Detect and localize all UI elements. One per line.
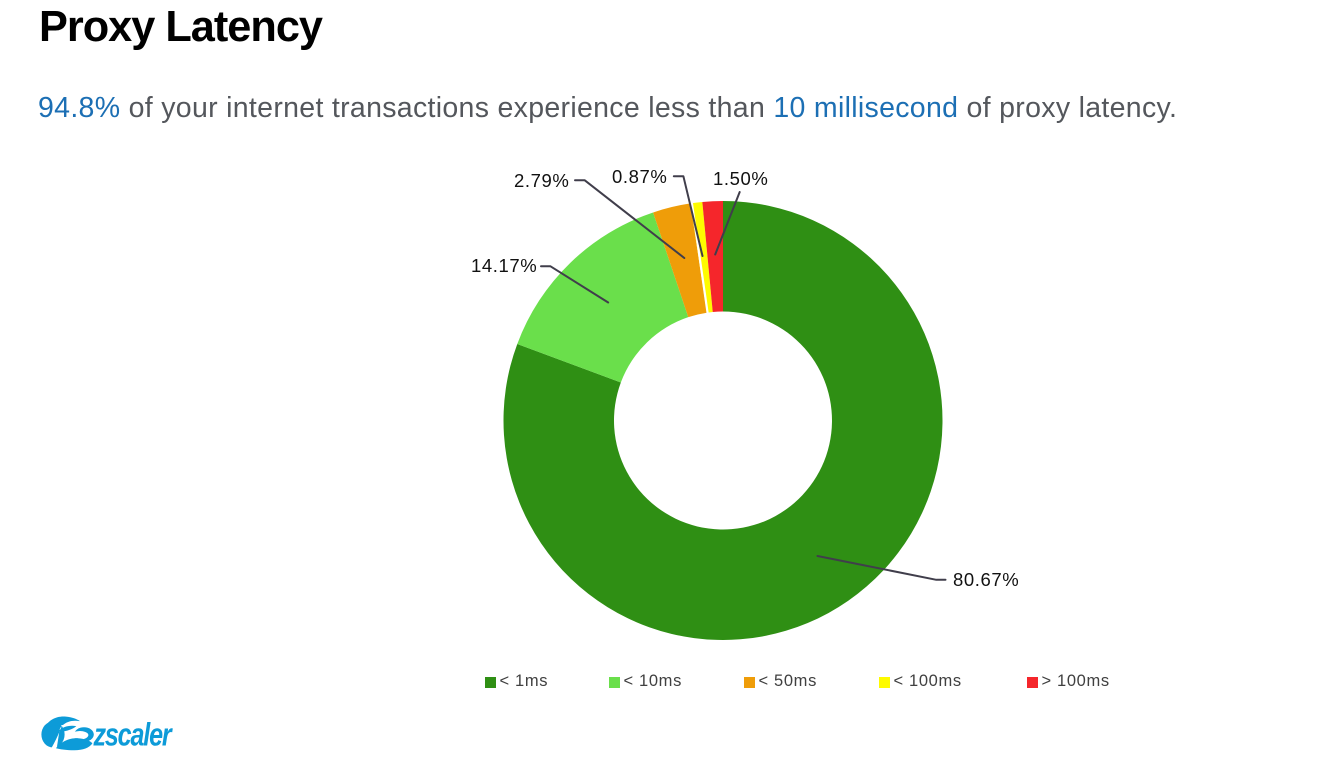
svg-text:zscaler: zscaler: [93, 718, 173, 754]
